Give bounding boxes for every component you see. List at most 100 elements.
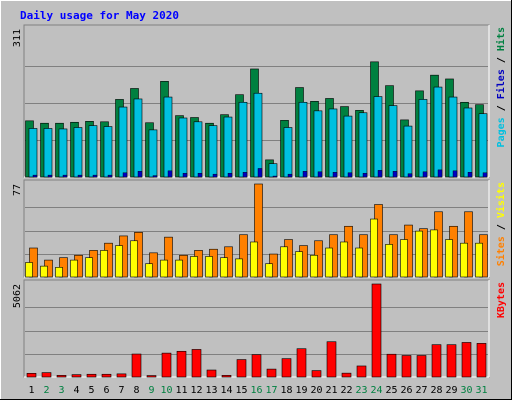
- bar-visits: [239, 234, 248, 278]
- x-tick-label: 5: [88, 385, 94, 396]
- bar-kbytes: [251, 354, 262, 378]
- bar-sites: [475, 242, 483, 278]
- legend-separator: /: [496, 51, 507, 69]
- bar-files: [227, 172, 233, 178]
- bar-pages: [28, 128, 38, 178]
- x-tick-label: 4: [73, 385, 79, 396]
- bar-files: [287, 173, 293, 178]
- bar-kbytes: [446, 344, 457, 378]
- x-tick-label: 31: [475, 385, 487, 396]
- x-tick-label: 8: [133, 385, 139, 396]
- bar-kbytes: [221, 375, 232, 378]
- bar-files: [107, 174, 113, 178]
- legend-visits: Sites / Visits: [495, 182, 507, 266]
- x-tick-label: 26: [400, 385, 412, 396]
- bar-pages: [58, 128, 68, 178]
- bar-pages: [418, 99, 428, 178]
- legend-separator: /: [496, 218, 507, 236]
- bar-files: [92, 174, 98, 178]
- bar-pages: [268, 163, 278, 178]
- x-tick-label: 13: [205, 385, 217, 396]
- bar-kbytes: [206, 369, 217, 378]
- x-tick-label: 9: [148, 385, 154, 396]
- bar-kbytes: [386, 353, 397, 378]
- bar-sites: [265, 263, 273, 278]
- bar-files: [197, 172, 203, 178]
- bar-files: [122, 172, 128, 178]
- bar-kbytes: [281, 358, 292, 378]
- bar-pages: [343, 115, 353, 178]
- bar-pages: [298, 101, 308, 178]
- bar-kbytes: [161, 352, 172, 378]
- x-tick-label: 12: [190, 385, 202, 396]
- bar-files: [422, 171, 428, 178]
- bar-files: [482, 172, 488, 178]
- bar-kbytes: [311, 370, 322, 378]
- bar-files: [317, 171, 323, 178]
- x-tick-label: 29: [445, 385, 457, 396]
- x-tick-label: 21: [325, 385, 337, 396]
- bar-files: [332, 172, 338, 178]
- bar-pages: [463, 107, 473, 178]
- bar-sites: [385, 244, 393, 278]
- legend-item-kbytes: KBytes: [496, 282, 507, 318]
- x-tick-label: 15: [235, 385, 247, 396]
- bar-files: [392, 171, 398, 178]
- bar-kbytes: [371, 283, 382, 378]
- bar-files: [377, 170, 383, 178]
- bar-pages: [103, 126, 113, 178]
- bar-files: [362, 172, 368, 178]
- bar-sites: [355, 247, 363, 278]
- x-tick-label: 30: [460, 385, 472, 396]
- x-tick-label: 2: [43, 385, 49, 396]
- legend-item-sites: Sites: [495, 236, 507, 266]
- bar-files: [257, 168, 263, 178]
- bar-files: [32, 174, 38, 178]
- bar-pages: [478, 113, 488, 178]
- bar-kbytes: [326, 341, 337, 378]
- bar-visits: [164, 236, 173, 278]
- x-tick-label: 27: [415, 385, 427, 396]
- bar-sites: [280, 246, 288, 278]
- bar-sites: [40, 265, 48, 278]
- x-tick-label: 18: [280, 385, 292, 396]
- x-tick-label: 3: [58, 385, 64, 396]
- x-tick-label: 7: [118, 385, 124, 396]
- bar-sites: [145, 263, 153, 278]
- bar-files: [467, 172, 473, 178]
- bar-pages: [283, 127, 293, 178]
- x-tick-label: 1: [28, 385, 34, 396]
- bar-kbytes: [176, 350, 187, 378]
- bar-sites: [415, 230, 423, 278]
- bar-pages: [388, 105, 398, 178]
- bar-kbytes: [116, 373, 127, 378]
- bar-pages: [88, 125, 98, 178]
- bar-pages: [313, 110, 323, 178]
- legend-separator: /: [496, 99, 507, 117]
- bar-kbytes: [41, 372, 52, 378]
- x-tick-label: 6: [103, 385, 109, 396]
- bar-kbytes: [461, 342, 472, 378]
- bar-sites: [430, 229, 438, 278]
- bar-pages: [73, 127, 83, 178]
- bar-files: [437, 169, 443, 178]
- bar-pages: [43, 128, 53, 178]
- bar-sites: [235, 258, 243, 278]
- bar-sites: [55, 267, 63, 278]
- bar-pages: [208, 125, 218, 178]
- bar-kbytes: [101, 373, 112, 378]
- bar-kbytes: [56, 375, 67, 378]
- x-tick-label: 16: [250, 385, 262, 396]
- bar-sites: [85, 257, 93, 278]
- bar-sites: [70, 259, 78, 278]
- x-tick-label: 23: [355, 385, 367, 396]
- ymax-label-kbytes: 5062: [12, 284, 23, 308]
- bar-kbytes: [146, 375, 157, 378]
- bar-files: [212, 173, 218, 178]
- bar-visits: [254, 183, 263, 278]
- x-tick-label: 11: [175, 385, 187, 396]
- bar-sites: [370, 218, 378, 278]
- bar-files: [152, 175, 158, 178]
